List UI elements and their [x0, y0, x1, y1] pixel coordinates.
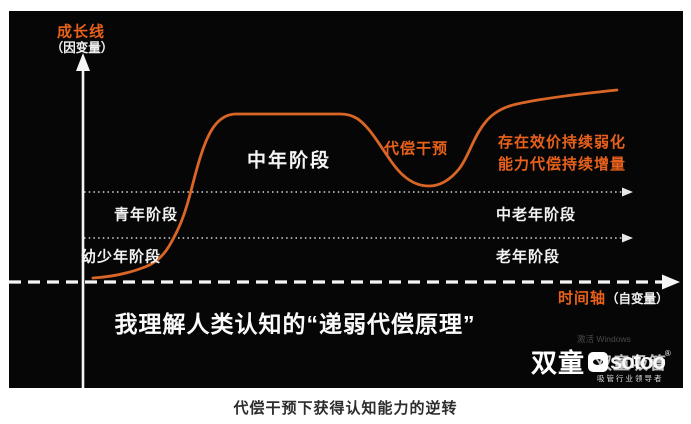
- stage-label-child: 幼少年阶段: [80, 248, 162, 266]
- watermark: 激活 Windows 双童 sotoo ® 双童吸管 吸管行业领导者: [531, 334, 681, 387]
- registered-mark-icon: ®: [664, 349, 671, 358]
- x-axis-arrow-icon: [662, 274, 680, 290]
- stage-label-elderly: 老年阶段: [495, 248, 561, 266]
- watermark-tagline: 吸管行业领导者: [597, 374, 664, 383]
- quote-text: 我理解人类认知的“递弱代偿原理”: [114, 311, 476, 337]
- annotation-note-line1: 存在效价持续弱化: [498, 134, 627, 151]
- growth-curve: [91, 88, 619, 280]
- activate-windows-watermark: 激活 Windows: [577, 334, 631, 344]
- y-axis: [76, 53, 90, 388]
- y-axis-arrow-icon: [76, 53, 90, 71]
- annotation-intervention: 代偿干预: [383, 140, 449, 158]
- reference-line-upper: [84, 187, 633, 197]
- stage-label-youth: 青年阶段: [113, 206, 179, 224]
- arrow-right-icon: [622, 233, 633, 243]
- annotation-note-line2: 能力代偿持续增量: [498, 156, 627, 173]
- x-axis-title: 时间轴: [558, 290, 607, 307]
- reference-line-lower: [84, 233, 633, 243]
- x-axis: [9, 274, 680, 290]
- watermark-brand-cn: 双童: [531, 348, 586, 378]
- x-axis-subtitle: （自变量）: [606, 292, 669, 306]
- stage-label-middle: 中年阶段: [246, 150, 332, 172]
- sotoo-logo-icon: [588, 351, 609, 372]
- figure-caption: 代偿干预下获得认知能力的逆转: [233, 400, 458, 417]
- watermark-brand-en: sotoo: [610, 348, 666, 374]
- diagram-canvas: [9, 53, 680, 388]
- stage-label-mid-elderly: 中老年阶段: [495, 206, 577, 224]
- x-axis-title-group: 时间轴（自变量）: [558, 287, 669, 308]
- y-axis-subtitle: （因变量）: [50, 40, 114, 55]
- arrow-right-icon: [622, 187, 633, 197]
- annotation-notes: 存在效价持续弱化 能力代偿持续增量: [498, 132, 626, 176]
- watermark-brand-row: 双童 sotoo ®: [531, 343, 671, 380]
- diagram-panel: 成长线 （因变量） 中年阶段 青年阶段 中老年阶段 幼少年阶段 老年阶段 代偿干…: [9, 11, 683, 388]
- watermark-overlay-cn: 双童吸管: [595, 354, 667, 373]
- y-axis-title: 成长线: [56, 23, 106, 41]
